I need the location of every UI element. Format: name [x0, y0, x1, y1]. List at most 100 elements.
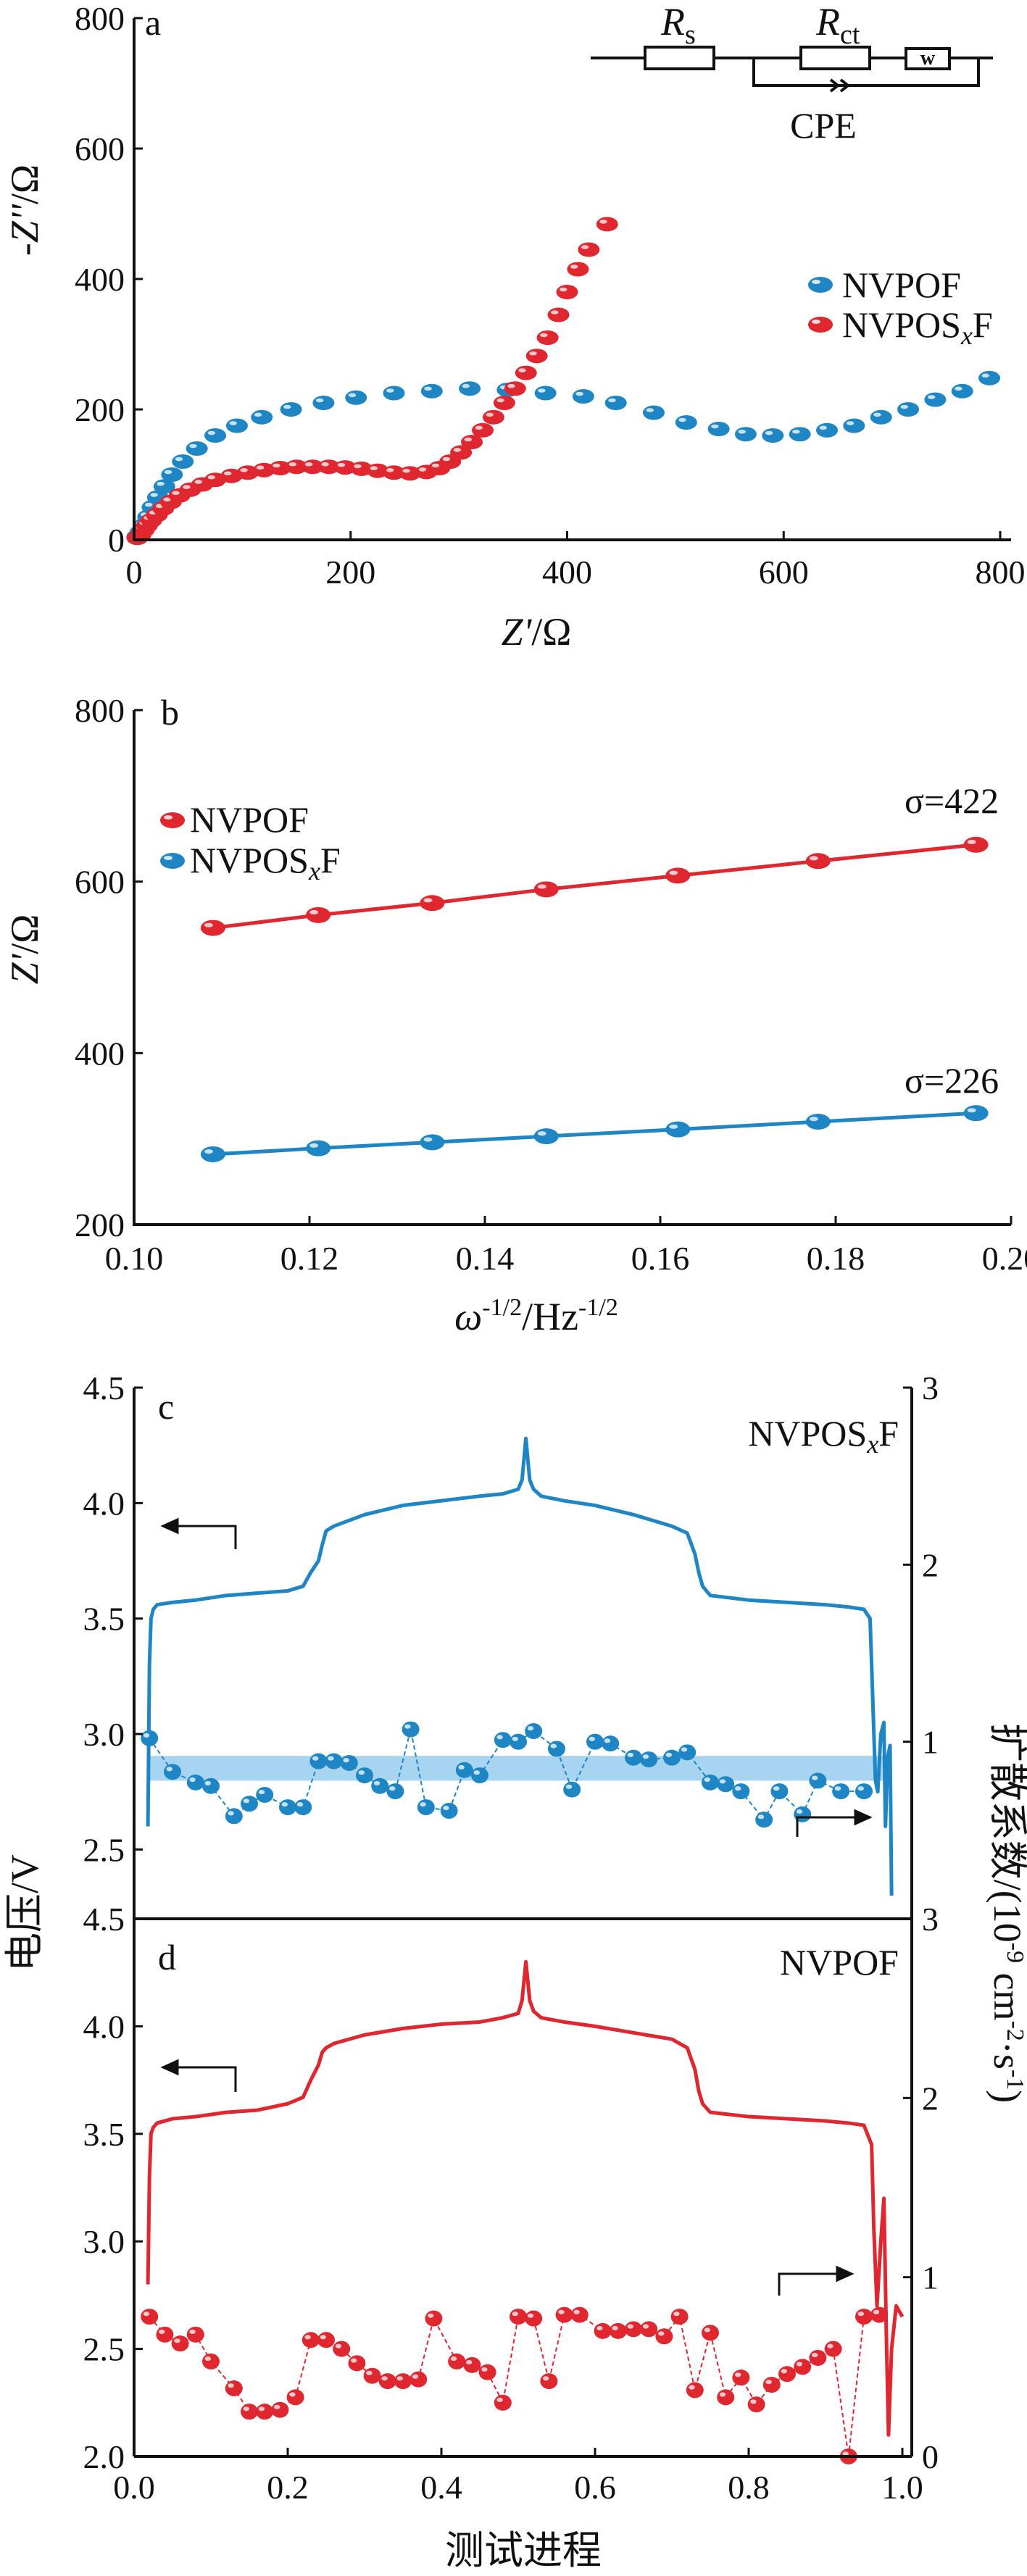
a-point-nvposxf [482, 409, 504, 425]
circuit-label-rs: Rs [660, 0, 696, 50]
diffusion-point-c [640, 1751, 658, 1768]
shared-xtick-label: 0.2 [267, 2469, 309, 2506]
b-point-nvposxf [665, 1121, 691, 1138]
panel-a-points [126, 217, 1001, 546]
diffusion-point-d [594, 2322, 612, 2339]
ytick-right-label-d: 1 [922, 2259, 939, 2296]
diffusion-point-d [794, 2359, 812, 2375]
legend-marker-nvpof [808, 277, 833, 293]
a-xtick-label: 400 [542, 554, 592, 591]
a-point-nvposxf [383, 465, 405, 480]
diffusion-point-d [747, 2396, 765, 2413]
panel-a: a -Z''/Ω Z'/Ω 0 200 400 600 800 0 200 400 600 800… [3, 0, 1026, 654]
a-point-nvpof [789, 427, 811, 442]
arrow-to-right-axis-d [778, 2272, 852, 2296]
diffusion-point-c [371, 1777, 389, 1794]
ytick-left-label-d: 4.0 [83, 2008, 125, 2045]
b-xtick-label: 0.18 [807, 1240, 865, 1277]
sigma-label-nvposxf: σ=226 [905, 1060, 999, 1101]
ytick-left-label-c: 3.5 [83, 1601, 125, 1638]
shared-xtick-label: 0.8 [728, 2469, 770, 2506]
shared-ylabel-left: 电压/V [3, 1854, 46, 1972]
legend-label-b-nvpof: NVPOF [190, 799, 309, 840]
panel-a-xlabel: Z'/Ω [502, 610, 572, 654]
b-xtick-label: 0.14 [456, 1240, 515, 1277]
a-point-nvposxf [504, 381, 526, 396]
a-point-nvpof [534, 385, 557, 401]
diffusion-point-d [225, 2380, 243, 2397]
a-point-nvpof [897, 402, 920, 417]
diffusion-point-c [340, 1754, 358, 1771]
panel-cd-axes [133, 1388, 913, 2458]
b-point-nvpof [306, 906, 331, 923]
diffusion-point-c [417, 1799, 435, 1816]
diffusion-point-d [141, 2309, 159, 2325]
a-point-nvposxf [461, 435, 483, 449]
b-point-nvpof [665, 867, 691, 884]
a-point-nvpof [280, 402, 302, 417]
diffusion-point-c [563, 1781, 581, 1798]
a-xtick-label: 0 [126, 554, 143, 591]
resistor-rs [644, 46, 715, 70]
diffusion-point-c [141, 1730, 159, 1746]
panel-b: b Z'/Ω ω-1/2/Hz-1/2 0.10 0.12 0.14 0.16 0.18… [3, 692, 1027, 1338]
a-point-nvpof [225, 418, 248, 433]
b-xtick-label: 0.20 [982, 1240, 1027, 1277]
a-point-nvpof [161, 467, 183, 482]
ytick-right-label-d: 0 [922, 2438, 939, 2475]
ytick-left-label-d: 2.5 [83, 2331, 125, 2368]
diffusion-point-d [202, 2353, 220, 2369]
panel-d-label: d [158, 1937, 176, 1977]
diffusion-point-c [356, 1767, 373, 1784]
panel-a-axes [133, 18, 1011, 541]
a-point-nvpof [459, 381, 481, 396]
diffusion-point-d [302, 2332, 320, 2348]
a-point-nvposxf [236, 465, 259, 480]
panel-cd-ticks: 2.5 3.0 3.5 4.0 4.5 1 2 3 2.0 2.5 3.0 3.5 4.0 4.5 0 1 2 3… [83, 1370, 939, 2506]
ytick-left-label-d: 2.0 [83, 2438, 125, 2475]
diffusion-point-c [625, 1749, 642, 1766]
a-point-nvposxf [525, 349, 548, 364]
diffusion-point-d [409, 2371, 428, 2388]
a-point-nvpof [978, 370, 1001, 385]
b-point-nvpof [200, 920, 225, 936]
b-point-nvpof [420, 895, 445, 912]
diffusion-point-d [156, 2326, 174, 2343]
a-point-nvpof [204, 428, 227, 443]
diffusion-point-c [548, 1741, 565, 1757]
a-point-nvposxf [556, 285, 578, 299]
legend-marker-nvposxf [808, 317, 833, 333]
a-point-nvposxf [399, 466, 421, 481]
ytick-right-label-d: 2 [922, 2080, 939, 2117]
a-point-nvposxf [269, 461, 291, 475]
diffusion-point-d [425, 2310, 443, 2327]
diffusion-point-c [325, 1753, 343, 1770]
legend-marker-b-nvpof [160, 812, 185, 828]
diffusion-point-c [164, 1764, 181, 1780]
a-point-nvpof [383, 385, 405, 401]
diffusion-point-c [770, 1783, 789, 1800]
b-xtick-label: 0.12 [280, 1240, 339, 1277]
diffusion-point-d [640, 2321, 658, 2338]
diffusion-point-c [279, 1799, 296, 1816]
a-xtick-label: 200 [325, 554, 375, 591]
a-ytick-label: 0 [108, 522, 125, 559]
diffusion-point-d [394, 2373, 412, 2390]
arrow-head-left-d [160, 2059, 179, 2076]
diffusion-point-d [241, 2404, 258, 2420]
panel-b-lines [200, 836, 989, 1162]
diffusion-point-c [663, 1749, 681, 1766]
arrow-to-left-axis-d [163, 2066, 237, 2092]
diffusion-point-d [525, 2310, 543, 2327]
legend-marker-b-nvposxf [160, 853, 185, 869]
diffusion-point-d [171, 2335, 189, 2352]
ytick-left-label-c: 4.5 [83, 1370, 125, 1406]
arrow-head-left-c [160, 1517, 179, 1535]
diffusion-point-d [686, 2382, 704, 2398]
diffusion-point-d [363, 2367, 381, 2384]
a-ytick-label: 400 [75, 261, 125, 298]
diffusion-point-d [494, 2394, 512, 2411]
diffusion-point-c [717, 1776, 735, 1793]
panel-c-plot [141, 1436, 894, 1896]
b-ytick-label: 200 [75, 1206, 125, 1243]
